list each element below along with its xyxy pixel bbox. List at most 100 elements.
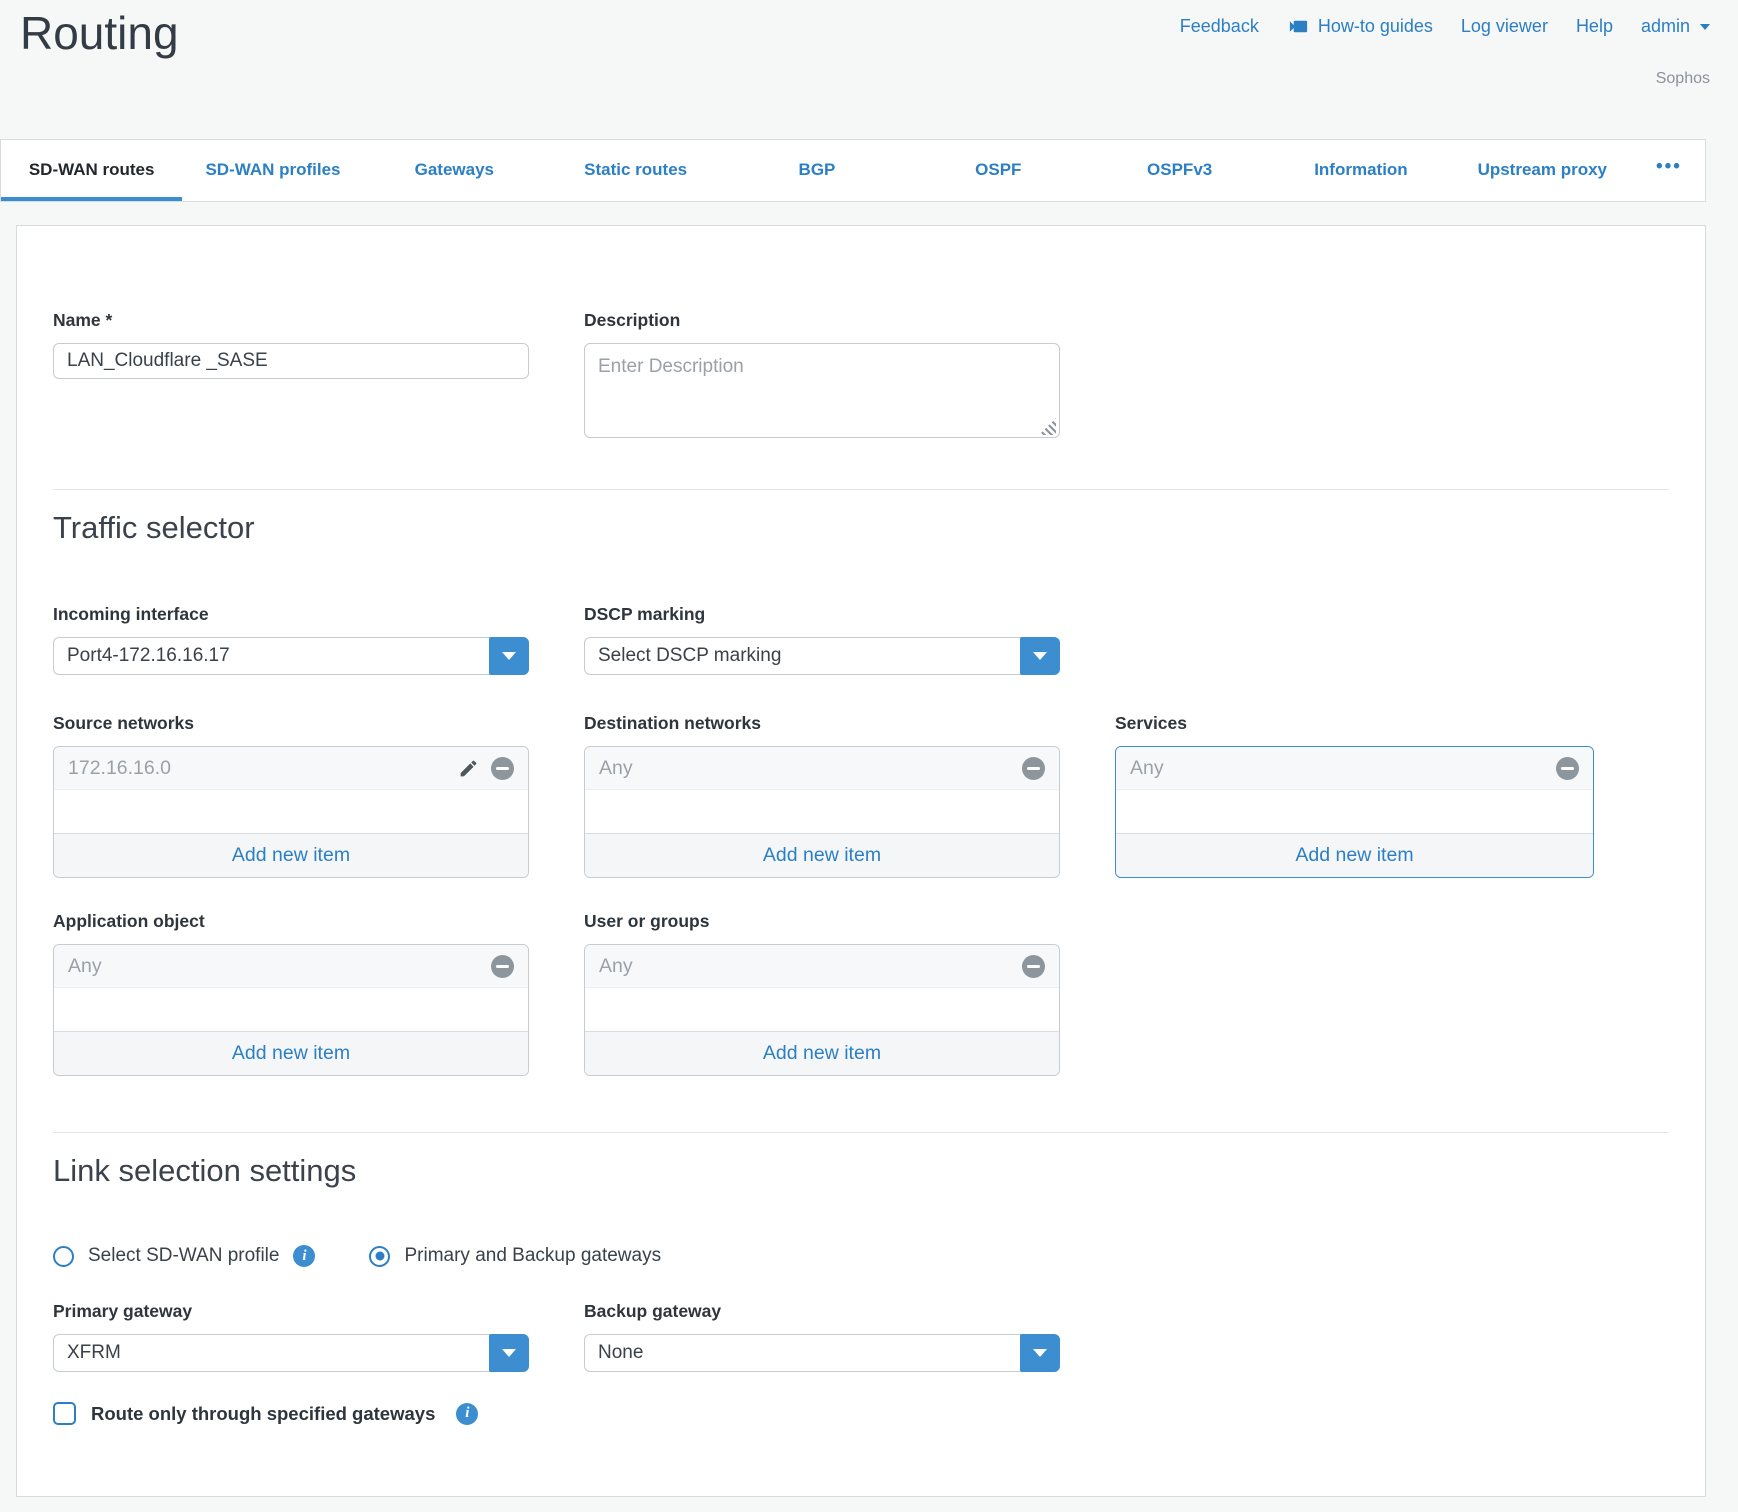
radio-primary-backup-label: Primary and Backup gateways [404, 1245, 662, 1266]
dscp-marking-group: DSCP marking Select DSCP marking [584, 604, 1060, 675]
services-listbox: Any Add new item [1115, 746, 1594, 878]
remove-item-icon[interactable] [491, 954, 514, 978]
list-item: 172.16.16.0 [54, 747, 528, 790]
name-label: Name * [53, 310, 113, 330]
add-new-item-button[interactable]: Add new item [54, 1031, 528, 1075]
backup-gateway-value: None [598, 1342, 644, 1363]
application-users-row: Application object Any Add new item User… [53, 911, 1669, 1076]
dropdown-button[interactable] [1020, 1334, 1060, 1372]
tab-sdwan-profiles[interactable]: SD-WAN profiles [205, 160, 341, 179]
description-textarea[interactable] [584, 343, 1060, 438]
howto-guides-link[interactable]: How-to guides [1287, 15, 1433, 38]
chevron-down-icon [502, 652, 516, 660]
tab-ospf[interactable]: OSPF [975, 160, 1022, 179]
section-divider [53, 489, 1669, 490]
application-object-group: Application object Any Add new item [53, 911, 529, 1076]
link-selection-radios: Select SD-WAN profile i Primary and Back… [53, 1245, 1669, 1267]
tab-sdwan-routes[interactable]: SD-WAN routes [1, 140, 183, 201]
route-only-checkbox[interactable] [53, 1402, 76, 1425]
list-item: Any [585, 945, 1059, 988]
radio-selected-icon[interactable] [369, 1245, 391, 1267]
description-label: Description [584, 310, 681, 330]
remove-item-icon[interactable] [1556, 756, 1579, 780]
gateways-row: Primary gateway XFRM Backup gateway None [53, 1301, 1669, 1372]
add-new-item-button[interactable]: Add new item [585, 1031, 1059, 1075]
log-viewer-link[interactable]: Log viewer [1460, 16, 1548, 36]
admin-menu[interactable]: admin [1641, 16, 1710, 37]
remove-item-icon[interactable] [1022, 756, 1045, 780]
incoming-interface-select[interactable]: Port4-172.16.16.17 [53, 637, 529, 675]
header-nav: Feedback How-to guides Log viewer Help a… [1180, 15, 1710, 38]
edit-pencil-icon[interactable] [458, 758, 479, 779]
sdwan-route-form: Name * Description Traffic selector Inco… [16, 225, 1706, 1497]
source-networks-label: Source networks [53, 713, 195, 733]
tab-bgp[interactable]: BGP [798, 160, 836, 179]
backup-gateway-label: Backup gateway [584, 1301, 722, 1321]
name-field-group: Name * [53, 310, 529, 379]
chevron-down-icon [1700, 23, 1710, 30]
chevron-down-icon [1033, 1349, 1047, 1357]
list-item: Any [54, 945, 528, 988]
description-field-group: Description [584, 310, 1060, 443]
section-divider [53, 1132, 1669, 1133]
radio-sdwan-profile[interactable]: Select SD-WAN profile i [53, 1245, 316, 1267]
brand-label: Sophos [1655, 70, 1710, 87]
interface-dscp-row: Incoming interface Port4-172.16.16.17 DS… [53, 604, 1669, 675]
tabs-more-button[interactable]: ••• [1655, 155, 1682, 177]
list-empty-area [1116, 790, 1593, 833]
remove-item-icon[interactable] [491, 756, 514, 780]
info-icon[interactable]: i [456, 1402, 479, 1425]
tab-upstream-proxy[interactable]: Upstream proxy [1477, 160, 1607, 179]
traffic-selector-heading: Traffic selector [53, 510, 255, 545]
remove-item-icon[interactable] [1022, 954, 1045, 978]
radio-sdwan-profile-label: Select SD-WAN profile [88, 1245, 280, 1266]
tab-ospfv3[interactable]: OSPFv3 [1147, 160, 1213, 179]
feedback-link[interactable]: Feedback [1179, 16, 1259, 36]
primary-gateway-label: Primary gateway [53, 1301, 193, 1321]
add-new-item-button[interactable]: Add new item [585, 833, 1059, 877]
backup-gateway-group: Backup gateway None [584, 1301, 1060, 1372]
list-empty-area [585, 790, 1059, 833]
services-group: Services Any Add new item [1115, 713, 1594, 878]
radio-unselected-icon[interactable] [53, 1245, 74, 1267]
list-empty-area [54, 790, 528, 833]
dscp-marking-select[interactable]: Select DSCP marking [584, 637, 1060, 675]
backup-gateway-select[interactable]: None [584, 1334, 1060, 1372]
destination-networks-listbox: Any Add new item [584, 746, 1060, 878]
primary-gateway-select[interactable]: XFRM [53, 1334, 529, 1372]
list-item-value: Any [1130, 756, 1164, 779]
radio-primary-backup[interactable]: Primary and Backup gateways [369, 1245, 661, 1267]
page-header: Routing Feedback How-to guides Log viewe… [0, 0, 1738, 139]
list-item-value: 172.16.16.0 [68, 756, 172, 779]
source-networks-listbox: 172.16.16.0 Add new item [53, 746, 529, 878]
source-networks-group: Source networks 172.16.16.0 Add new item [53, 713, 529, 878]
add-new-item-button[interactable]: Add new item [54, 833, 528, 877]
name-input[interactable] [53, 343, 529, 379]
add-new-item-button[interactable]: Add new item [1116, 833, 1593, 877]
info-icon[interactable]: i [293, 1245, 316, 1267]
route-only-row: Route only through specified gateways i [53, 1402, 1669, 1425]
tab-information[interactable]: Information [1314, 160, 1408, 179]
services-label: Services [1115, 713, 1188, 733]
primary-gateway-group: Primary gateway XFRM [53, 1301, 529, 1372]
tab-gateways[interactable]: Gateways [414, 160, 495, 179]
dscp-marking-value: Select DSCP marking [598, 645, 782, 666]
destination-networks-group: Destination networks Any Add new item [584, 713, 1060, 878]
incoming-interface-group: Incoming interface Port4-172.16.16.17 [53, 604, 529, 675]
dropdown-button[interactable] [489, 637, 529, 675]
tab-static-routes[interactable]: Static routes [584, 160, 688, 179]
list-empty-area [585, 988, 1059, 1031]
dropdown-button[interactable] [489, 1334, 529, 1372]
video-camera-icon [1289, 20, 1307, 33]
incoming-interface-label: Incoming interface [53, 604, 209, 624]
destination-networks-label: Destination networks [584, 713, 761, 733]
dropdown-button[interactable] [1020, 637, 1060, 675]
list-item: Any [1116, 747, 1593, 790]
list-item: Any [585, 747, 1059, 790]
user-or-groups-label: User or groups [584, 911, 710, 931]
user-or-groups-group: User or groups Any Add new item [584, 911, 1060, 1076]
primary-gateway-value: XFRM [67, 1342, 121, 1363]
application-object-listbox: Any Add new item [53, 944, 529, 1076]
help-link[interactable]: Help [1575, 16, 1613, 36]
page-title: Routing [20, 7, 179, 59]
